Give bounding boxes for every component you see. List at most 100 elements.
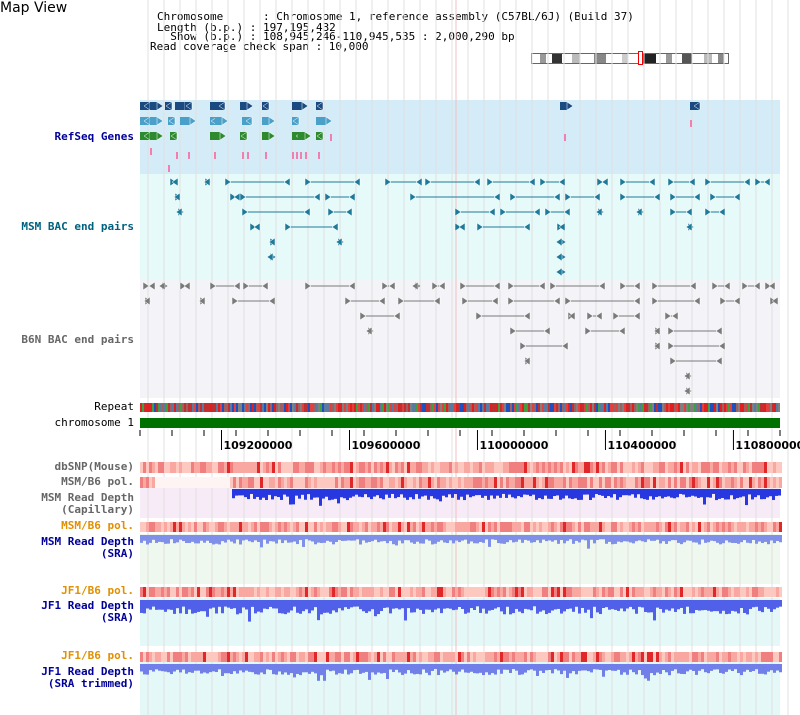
jf1-sra-depth-bar: [701, 600, 704, 611]
msm-capillary-depth-bar: [565, 489, 568, 496]
jf1-b6-pol-heat-cell: [296, 587, 299, 597]
bac-end-marker: [142, 281, 150, 291]
refseq-track-bg: [140, 100, 780, 174]
jf1-trimmed-depth-bar: [527, 664, 530, 671]
repeat-segment: [652, 403, 654, 412]
msm-b6-pol-heat-cell: [482, 477, 485, 488]
gene-strand-marker: [301, 101, 309, 111]
dbsnp-heat-cell: [320, 462, 323, 473]
jf1-b6-pol-heat-cell: [743, 652, 746, 662]
jf1-b6-pol-heat-cell: [230, 587, 233, 597]
msm-b6-pol-heat-cell: [488, 477, 491, 488]
repeat-segment: [600, 403, 602, 412]
msm-capillary-depth-bar: [457, 489, 460, 500]
msm-b6-pol-heat-cell: [317, 477, 320, 488]
jf1-b6-pol-heat-cell: [374, 587, 377, 597]
bac-end-marker: [596, 177, 604, 187]
jf1-trimmed-depth-bar: [632, 664, 635, 673]
bac-end-marker: [261, 281, 269, 291]
jf1-b6-pol-heat-cell: [272, 587, 275, 597]
label-jf1-depth-sra: JF1 Read Depth (SRA): [41, 599, 134, 624]
dbsnp-heat-cell: [140, 462, 143, 473]
jf1-b6-pol-heat-cell: [590, 587, 593, 597]
dbsnp-heat-cell: [602, 462, 605, 473]
gene-strand-marker: [156, 116, 164, 126]
msm-sra-depth-bar: [647, 535, 650, 540]
repeat-segment: [334, 403, 336, 412]
jf1-sra-depth-bar: [767, 600, 770, 609]
jf1-b6-pol-heat-cell: [374, 652, 377, 662]
jf1-b6-pol-heat-cell: [617, 587, 620, 597]
jf1-sra-depth-bar: [272, 600, 275, 609]
msm-capillary-depth-bar: [715, 489, 718, 501]
jf1-b6-pol-heat-cell: [767, 652, 770, 662]
jf1-sra-depth-bar: [473, 600, 476, 610]
msm-capillary-depth-bar: [535, 489, 538, 500]
gene-strand-marker: [245, 116, 253, 126]
jf1-b6-pol-heat-cell: [728, 587, 731, 597]
msm-b6-pol-heat-cell: [647, 522, 650, 532]
dbsnp-heat-cell: [536, 462, 539, 473]
dbsnp-heat-cell: [401, 462, 404, 473]
msm-b6-pol-heat-cell: [503, 477, 506, 488]
jf1-b6-pol-heat-cell: [566, 587, 569, 597]
jf1-b6-pol-heat-cell: [767, 587, 770, 597]
repeat-segment: [474, 403, 476, 412]
repeat-segment: [222, 403, 224, 412]
jf1-b6-pol-heat-cell: [410, 587, 413, 597]
jf1-b6-pol-heat-cell: [500, 587, 503, 597]
dbsnp-heat-cell: [746, 462, 749, 473]
jf1-b6-pol-heat-cell: [206, 587, 209, 597]
jf1-b6-pol-heat-cell: [485, 587, 488, 597]
jf1-sra-depth-bar: [611, 600, 614, 610]
dbsnp-heat-cell: [587, 462, 590, 473]
repeat-segment: [386, 403, 388, 412]
pink-feature: [214, 152, 216, 159]
msm-b6-pol-heat-cell: [539, 477, 542, 488]
jf1-b6-pol-heat-cell: [716, 587, 719, 597]
jf1-sra-depth-bar: [206, 600, 209, 617]
msm-b6-pol-heat-cell: [257, 522, 260, 532]
msm-b6-pol-heat-cell: [524, 477, 527, 488]
msm-b6-pol-heat-cell: [671, 477, 674, 488]
jf1-trimmed-depth-bar: [701, 664, 704, 670]
msm-b6-pol-heat-cell: [383, 477, 386, 488]
msm-sra-depth-bar: [407, 535, 410, 541]
msm-capillary-depth-bar: [301, 489, 304, 495]
jf1-b6-pol-heat-cell: [452, 587, 455, 597]
jf1-b6-pol-heat-cell: [215, 652, 218, 662]
repeat-segment: [674, 403, 676, 412]
msm-sra-depth-bar: [344, 535, 347, 541]
msm-capillary-depth-bar: [763, 489, 766, 500]
repeat-segment: [756, 403, 758, 412]
msm-b6-pol-heat-cell: [290, 522, 293, 532]
jf1-b6-pol-heat-cell: [494, 587, 497, 597]
repeat-segment: [210, 403, 212, 412]
dbsnp-heat-cell: [542, 462, 545, 473]
jf1-trimmed-depth-bar: [647, 664, 650, 681]
msm-b6-pol-heat-cell: [551, 522, 554, 532]
jf1-sra-depth-bar: [734, 600, 737, 612]
msm-capillary-depth-bar: [343, 489, 346, 499]
jf1-b6-pol-heat-cell: [518, 652, 521, 662]
repeat-segment: [160, 403, 162, 412]
repeat-segment: [348, 403, 350, 412]
jf1-b6-pol-heat-cell: [452, 652, 455, 662]
dbsnp-heat-cell: [665, 462, 668, 473]
msm-b6-pol-heat-cell: [473, 522, 476, 532]
msm-b6-pol-heat-cell: [374, 522, 377, 532]
jf1-b6-pol-heat-cell: [269, 587, 272, 597]
bac-end-marker: [653, 341, 661, 351]
jf1-b6-pol-heat-cell: [614, 587, 617, 597]
bac-end-marker: [553, 192, 561, 202]
msm-b6-pol-heat-cell: [587, 477, 590, 488]
jf1-sra-depth-bar: [479, 600, 482, 613]
jf1-trimmed-depth-bar: [314, 664, 317, 674]
msm-b6-pol-heat-cell: [689, 477, 692, 488]
msm-capillary-depth-bar: [286, 489, 289, 497]
gene-strand-marker: [246, 101, 254, 111]
jf1-b6-pol-heat-cell: [299, 652, 302, 662]
repeat-segment: [582, 403, 584, 412]
jf1-sra-depth-bar: [389, 600, 392, 614]
